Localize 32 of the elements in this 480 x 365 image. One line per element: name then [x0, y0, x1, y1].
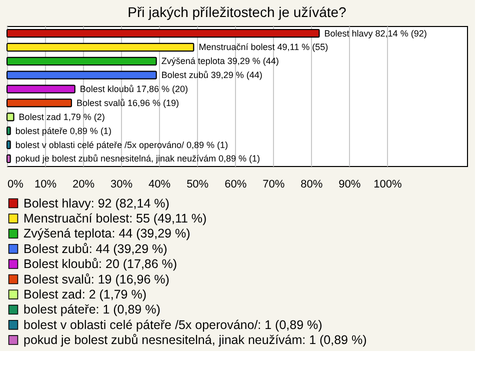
x-tick-label: 30%	[110, 178, 133, 190]
legend-label: Bolest zad: 2 (1,79 %)	[24, 287, 146, 302]
chart-title: Při jakých příležitostech je užíváte?	[128, 4, 347, 20]
x-tick-label: 50%	[186, 178, 209, 190]
legend-label: bolest v oblasti celé páteře /5x operováno/: 1 (0,89 %)	[24, 318, 322, 332]
data-label: pokud je bolest zubů nesnesitelná, jinak neužívám 0,89 % (1)	[15, 154, 260, 164]
data-label: bolest páteře 0,89 % (1)	[15, 126, 112, 136]
legend-label: Zvýšená teplota: 44 (39,29 %)	[24, 226, 190, 241]
legend-label: Menstruační bolest: 55 (49,11 %)	[24, 211, 207, 226]
x-tick-label: 70%	[262, 178, 285, 190]
x-tick-label: 40%	[148, 178, 171, 190]
legend-label: Bolest kloubů: 20 (17,86 %)	[24, 257, 178, 272]
data-label: Zvýšená teplota 39,29 % (44)	[161, 56, 279, 66]
x-tick-label: 80%	[300, 178, 323, 190]
x-tick-label: 10%	[34, 178, 57, 190]
data-label: Bolest hlavy 82,14 % (92)	[324, 28, 427, 38]
x-tick-label: 60%	[224, 178, 247, 190]
data-label: Menstruační bolest 49,11 % (55)	[198, 42, 328, 52]
data-label: Bolest zubů 39,29 % (44)	[161, 70, 262, 80]
legend-label: Bolest zubů: 44 (39,29 %)	[24, 242, 168, 256]
x-tick-label: 90%	[338, 178, 361, 190]
legend-label: pokud je bolest zubů nesnesitelná, jinak neužívám: 1 (0,89 %)	[24, 333, 367, 348]
legend-label: Bolest hlavy: 92 (82,14 %)	[24, 196, 170, 210]
legend-label: Bolest svalů: 19 (16,96 %)	[24, 272, 170, 286]
x-tick-label: 0%	[8, 178, 24, 190]
legend-label: bolest páteře: 1 (0,89 %)	[24, 302, 160, 317]
x-tick-label: 20%	[72, 178, 95, 190]
data-label: Bolest zad 1,79 % (2)	[18, 112, 105, 122]
data-label: Bolest kloubů 17,86 % (20)	[80, 84, 188, 94]
data-label: bolest v oblasti celé páteře /5x operováno/ 0,89 % (1)	[15, 140, 228, 150]
x-tick-label: 100%	[374, 178, 402, 190]
data-label: Bolest svalů 16,96 % (19)	[76, 98, 180, 108]
